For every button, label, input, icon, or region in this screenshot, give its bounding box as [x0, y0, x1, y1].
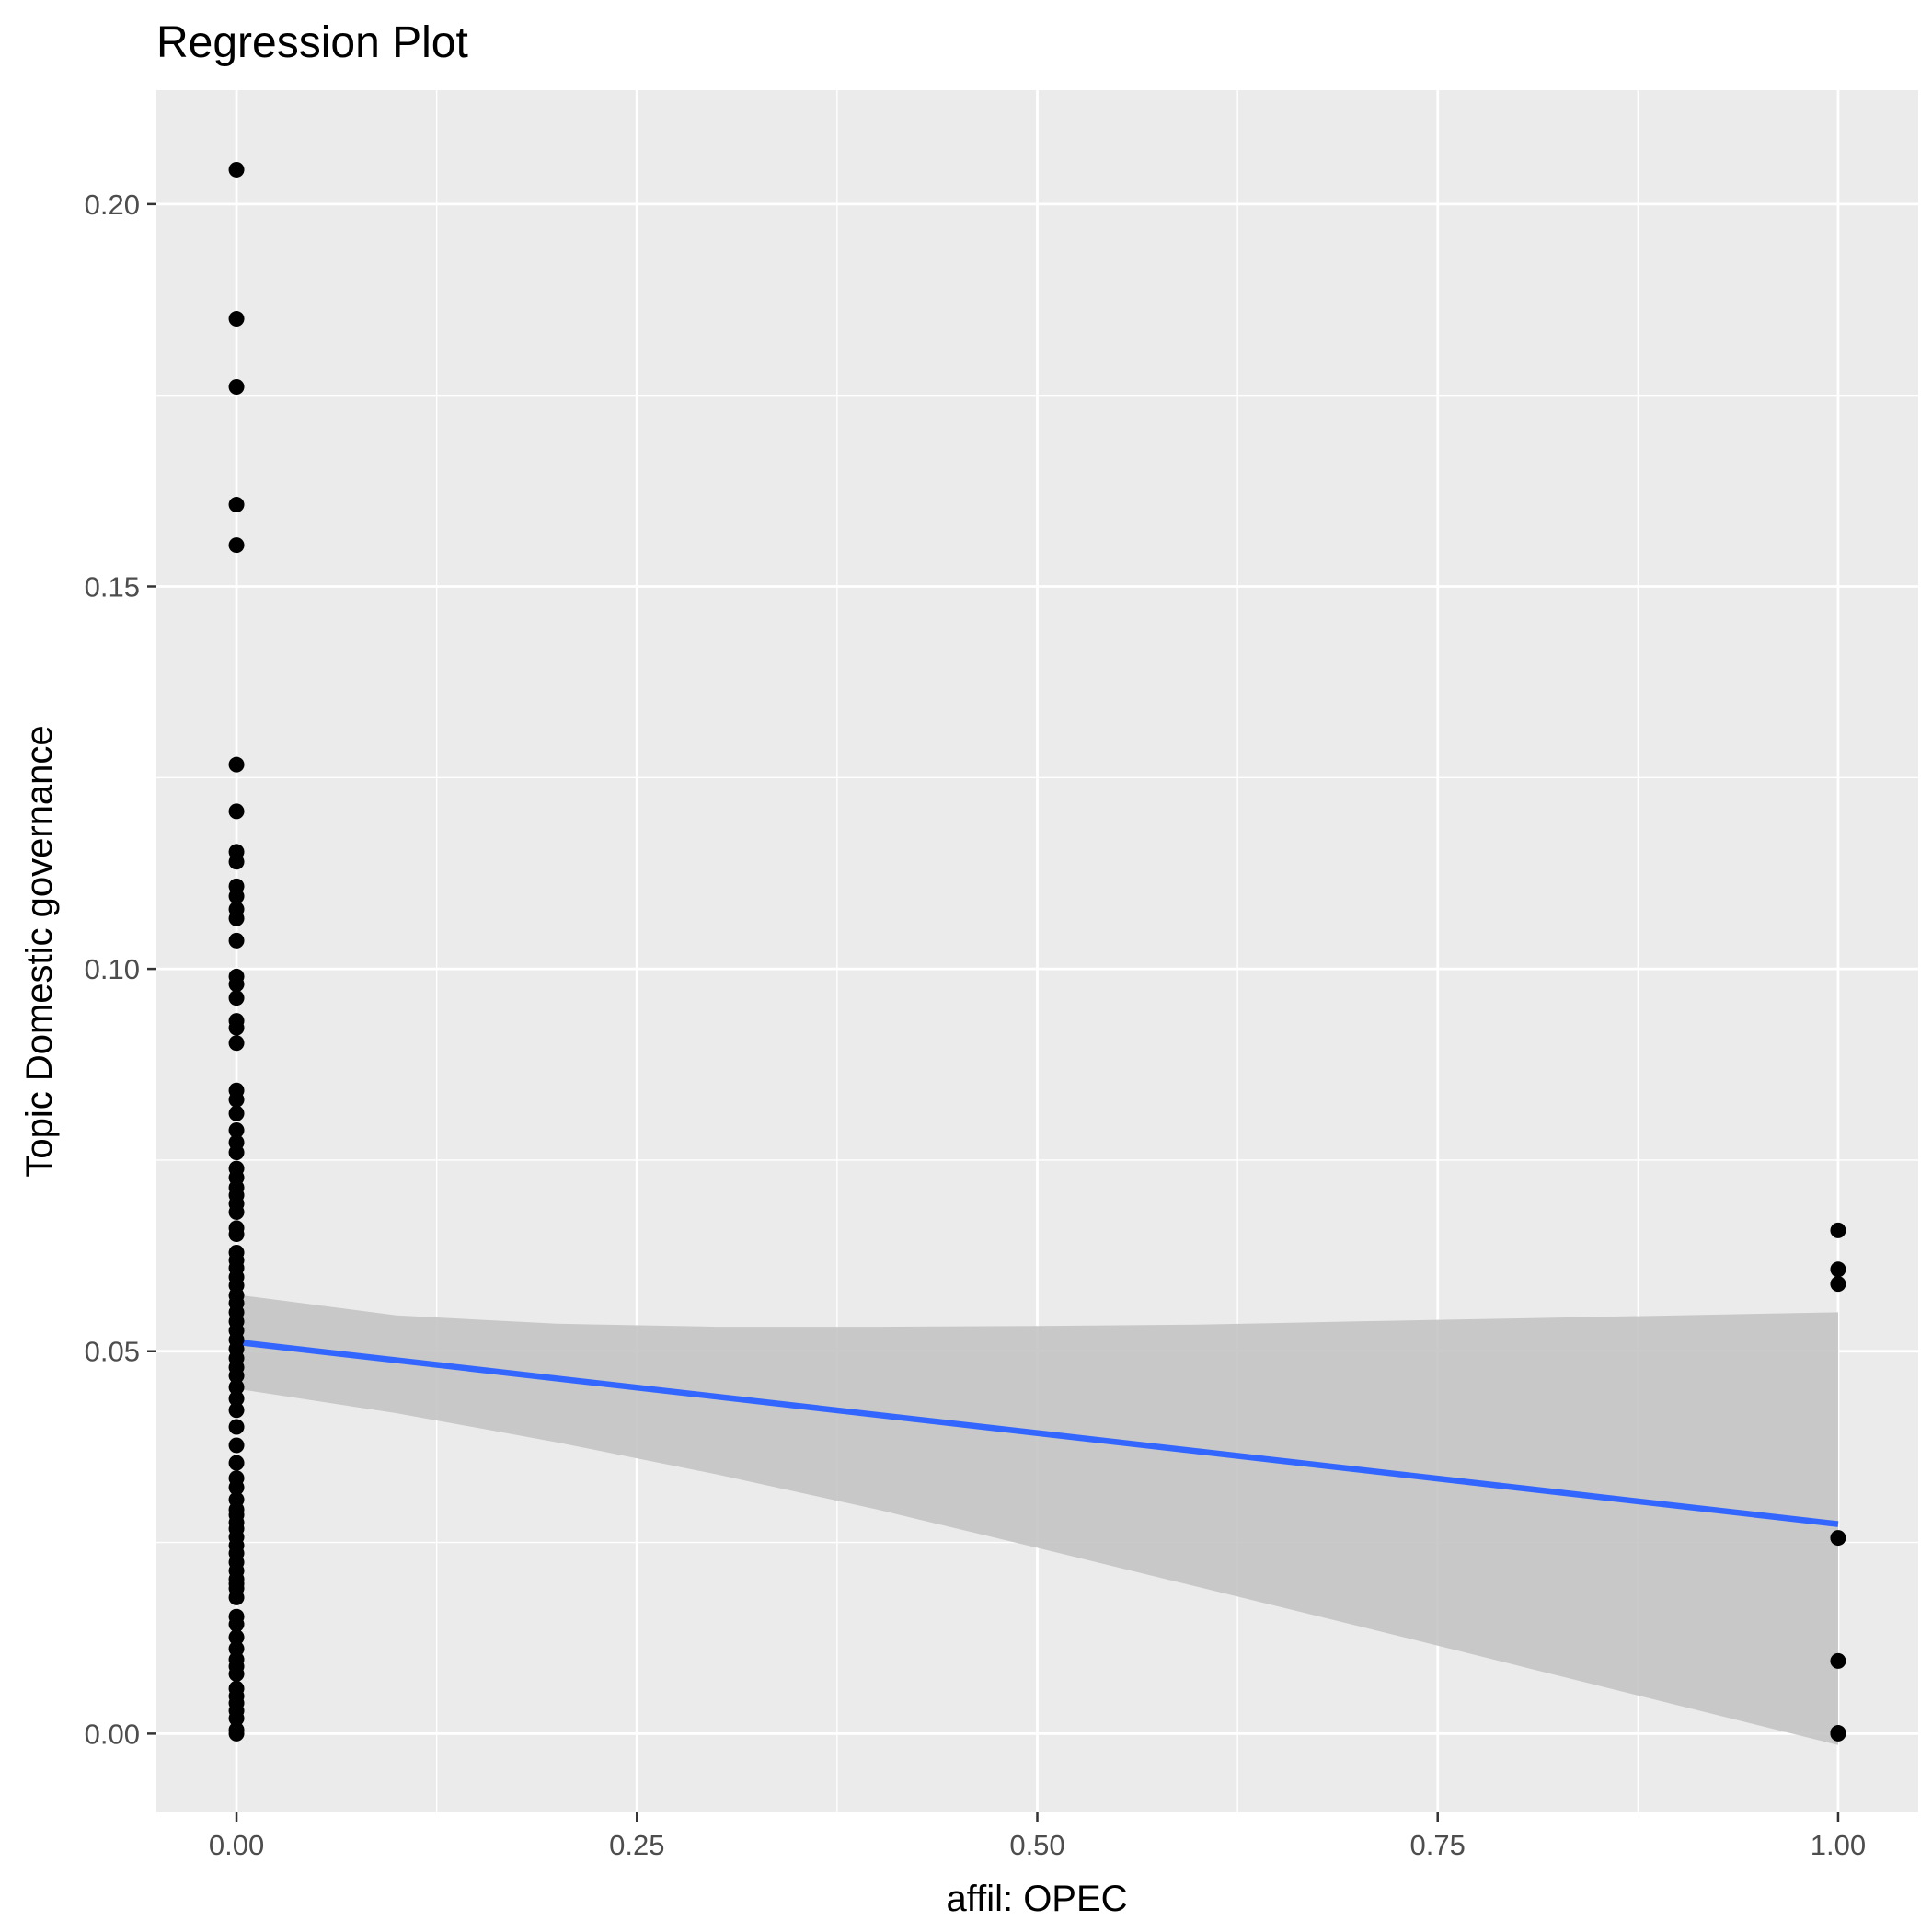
- y-tick-label: 0.20: [85, 189, 140, 221]
- data-point: [228, 1589, 245, 1605]
- regression-line: [236, 1339, 1839, 1527]
- data-point: [228, 379, 245, 396]
- data-point: [228, 497, 245, 513]
- data-point: [1830, 1530, 1846, 1547]
- y-tick-label: 0.05: [85, 1336, 140, 1368]
- y-tick-label: 0.15: [85, 570, 140, 603]
- data-point: [228, 1105, 245, 1121]
- y-tick-label: 0.10: [85, 953, 140, 985]
- confidence-band-layer: [236, 1294, 1838, 1745]
- x-tick-label: 0.50: [1009, 1829, 1064, 1861]
- data-point: [228, 1091, 245, 1108]
- x-tick-label: 0.25: [609, 1829, 664, 1861]
- data-point: [228, 1144, 245, 1161]
- data-point: [228, 1437, 245, 1454]
- data-point: [228, 1710, 245, 1727]
- data-points: [228, 161, 1846, 1742]
- data-point: [228, 976, 245, 993]
- data-point: [228, 1640, 245, 1657]
- data-point: [228, 1419, 245, 1435]
- data-point: [228, 756, 245, 773]
- data-point: [228, 1019, 245, 1036]
- data-point: [228, 161, 245, 178]
- data-point: [1830, 1261, 1846, 1278]
- data-point: [228, 1666, 245, 1683]
- x-tick-label: 0.75: [1410, 1829, 1466, 1861]
- data-point: [228, 1616, 245, 1633]
- data-point: [228, 1367, 245, 1384]
- data-point: [228, 1379, 245, 1396]
- y-axis-title: Topic Domestic governance: [19, 725, 60, 1177]
- data-point: [228, 1122, 245, 1139]
- y-tick-label: 0.00: [85, 1718, 140, 1750]
- data-point: [228, 1725, 245, 1742]
- data-point: [228, 537, 245, 554]
- data-point: [228, 854, 245, 870]
- data-point: [228, 1479, 245, 1496]
- data-point: [228, 910, 245, 926]
- data-point: [228, 990, 245, 1006]
- data-point: [1830, 1652, 1846, 1669]
- data-point: [228, 932, 245, 949]
- data-point: [228, 1226, 245, 1243]
- data-point: [1830, 1222, 1846, 1238]
- chart-title: Regression Plot: [156, 18, 468, 67]
- axes: 0.00 0.25 0.50 0.75 1.00 0.00 0.05 0.10 0.15 0.20: [85, 189, 1866, 1861]
- fit-line-layer: [236, 1339, 1839, 1527]
- x-tick-label: 1.00: [1811, 1829, 1866, 1861]
- data-point: [228, 888, 245, 904]
- data-point: [228, 1455, 245, 1471]
- confidence-band: [236, 1294, 1838, 1745]
- x-tick-label: 0.00: [209, 1829, 264, 1861]
- data-point: [228, 1629, 245, 1646]
- data-point: [228, 311, 245, 328]
- data-point: [228, 1035, 245, 1052]
- data-point: [1830, 1725, 1846, 1742]
- data-point: [228, 803, 245, 820]
- data-point: [228, 1203, 245, 1220]
- data-point: [1830, 1276, 1846, 1293]
- data-point: [228, 1390, 245, 1407]
- data-point: [228, 1402, 245, 1419]
- x-axis-title: affil: OPEC: [946, 1879, 1127, 1919]
